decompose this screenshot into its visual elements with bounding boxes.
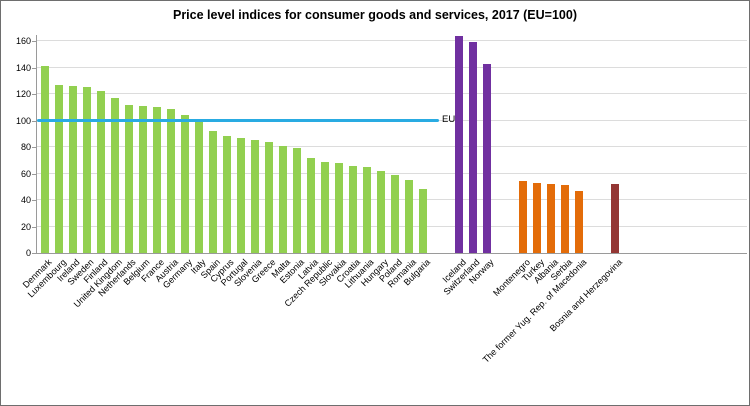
y-axis-tick [32, 173, 36, 175]
y-axis-tick [32, 94, 36, 95]
bar-greece [265, 141, 273, 253]
bar-albania [547, 184, 555, 253]
bar-poland [391, 174, 399, 253]
gridline [37, 93, 747, 94]
bar-switzerland [469, 42, 477, 253]
bar-austria [167, 108, 175, 253]
y-axis-tick-label: 20 [20, 221, 31, 232]
bar-estonia [293, 148, 301, 253]
bar-finland [97, 91, 105, 253]
y-axis-tick [32, 147, 36, 148]
chart-title: Price level indices for consumer goods a… [172, 8, 577, 22]
y-axis-tick [32, 41, 36, 42]
bar-denmark [41, 66, 49, 253]
bar-spain [209, 131, 217, 253]
eu-reference-line [37, 118, 439, 122]
y-axis-tick-label: 60 [20, 168, 31, 179]
bar-portugal [237, 137, 245, 253]
y-axis-tick-label: 120 [15, 89, 31, 99]
bar-romania [405, 180, 413, 253]
bar-latvia [307, 157, 315, 253]
bar-czech-republic [321, 161, 329, 253]
plot-area [36, 35, 747, 254]
bar-france [153, 107, 161, 253]
bar-italy [195, 121, 203, 253]
bar-netherlands [125, 104, 133, 253]
bar-belgium [139, 105, 147, 253]
gridline [37, 172, 747, 174]
bar-bulgaria [419, 189, 427, 253]
bar-the-former-yug-rep-of-macedonia [575, 190, 583, 253]
y-axis-tick [32, 67, 36, 69]
bar-slovakia [335, 162, 343, 253]
bar-united-kingdom [111, 97, 119, 253]
y-axis-tick-label: 140 [15, 62, 31, 73]
bar-cyprus [223, 136, 231, 253]
bar-croatia [349, 165, 357, 253]
bar-slovenia [251, 140, 259, 253]
y-axis-tick-label: 100 [15, 115, 31, 126]
y-axis-tick-label: 0 [25, 248, 31, 258]
bar-lithuania [363, 166, 371, 253]
gridline [37, 66, 747, 68]
eu-reference-label: EU [442, 114, 456, 125]
bar-germany [181, 115, 189, 253]
bar-bosnia-and-herzegovina [611, 184, 619, 253]
bar-serbia [561, 185, 569, 253]
bar-montenegro [519, 181, 527, 253]
bar-norway [483, 63, 491, 253]
y-axis-tick [32, 200, 36, 201]
bar-iceland [455, 35, 463, 253]
y-axis-tick-label: 160 [15, 36, 31, 46]
bar-turkey [533, 182, 541, 253]
bar-ireland [69, 86, 77, 253]
gridline [37, 40, 747, 41]
bar-luxembourg [55, 84, 63, 253]
y-axis-tick [32, 226, 36, 228]
y-axis-tick [32, 253, 36, 254]
y-axis-tick-label: 80 [20, 142, 31, 152]
y-axis-tick [32, 120, 36, 122]
y-axis-tick-label: 40 [20, 195, 31, 205]
bar-sweden [83, 87, 91, 253]
bar-hungary [377, 170, 385, 253]
bar-malta [279, 145, 287, 253]
gridline [37, 146, 747, 147]
